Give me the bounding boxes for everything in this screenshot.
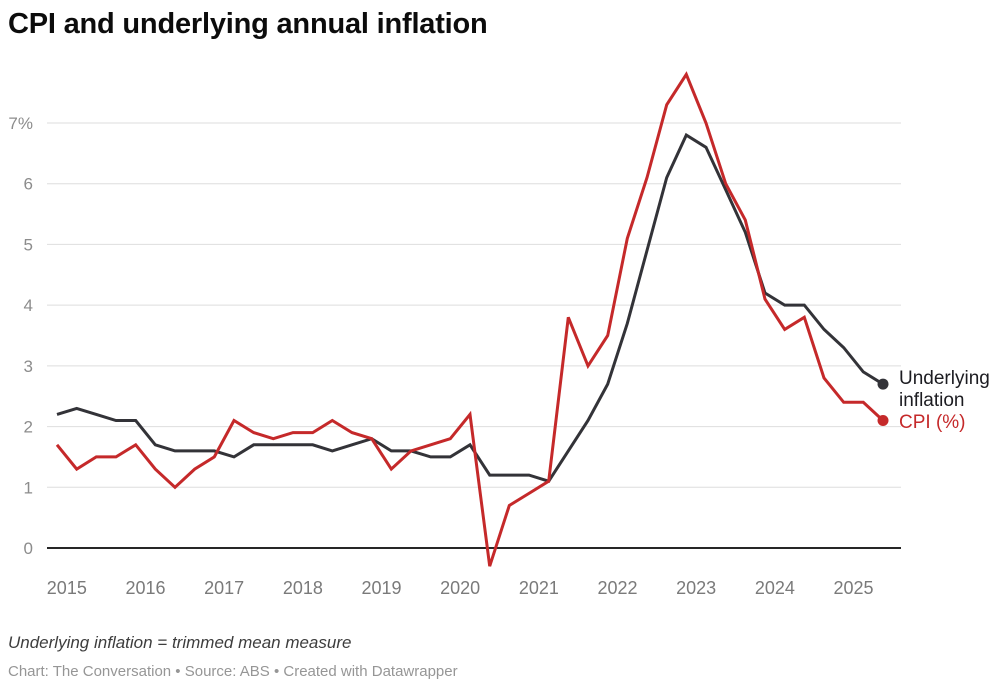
y-axis-label: 7% [8,114,33,133]
y-axis-label: 4 [24,296,33,315]
y-axis-label: 2 [24,418,33,437]
x-axis-label: 2019 [361,578,401,598]
y-axis-label: 5 [24,235,33,254]
y-axis-label: 1 [24,478,33,497]
chart-credit: Chart: The Conversation • Source: ABS • … [8,663,458,680]
chart-title: CPI and underlying annual inflation [8,8,488,40]
underlying-inflation-line [56,132,884,483]
cpi-line [55,71,885,567]
y-axis-label: 6 [24,175,33,194]
cpi-end-dot [877,415,889,427]
x-axis-label: 2025 [833,578,873,598]
x-axis-label: 2022 [597,578,637,598]
y-axis-label: 0 [24,539,33,558]
x-axis-label: 2018 [283,578,323,598]
x-axis-label: 2020 [440,578,480,598]
legend-cpi-label: CPI (%) [899,412,966,433]
x-axis-label: 2017 [204,578,244,598]
underlying-end-dot [877,378,889,390]
x-axis-label: 2016 [125,578,165,598]
chart-footnote: Underlying inflation = trimmed mean meas… [8,633,352,652]
x-axis-label: 2021 [519,578,559,598]
legend-underlying-label: Underlying inflation [899,368,990,411]
y-axis-label: 3 [24,357,33,376]
x-axis-label: 2015 [47,578,87,598]
x-axis-label: 2023 [676,578,716,598]
x-axis-label: 2024 [755,578,795,598]
